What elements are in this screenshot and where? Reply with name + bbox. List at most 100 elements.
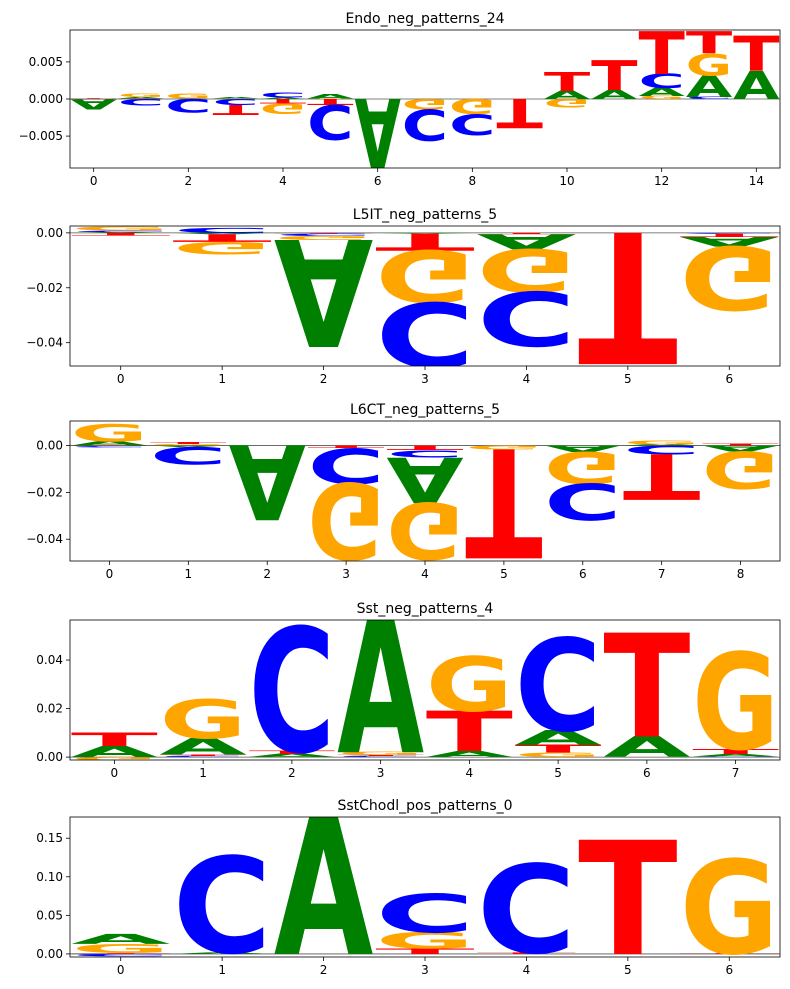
logo-letter-C: C (248, 593, 335, 792)
logo-letter-A: A (71, 931, 171, 947)
logo-letter-G: G (274, 234, 373, 241)
logo-letter-A: A (733, 63, 779, 108)
logo-letter-T: T (426, 701, 513, 765)
logo-letter-T: T (733, 26, 779, 82)
x-tick-label: 10 (559, 174, 574, 188)
logo-letter-C: C (386, 448, 463, 459)
logo-letter-C: C (623, 443, 700, 457)
logo-letter-A: A (165, 98, 212, 99)
logo-letter-T: T (150, 442, 228, 445)
logo-letter-A: A (172, 952, 271, 954)
y-tick-label: −0.02 (26, 281, 63, 295)
y-tick-label: 0.00 (36, 439, 63, 453)
x-tick-label: 6 (725, 963, 733, 977)
logo-letter-G: G (375, 928, 474, 954)
x-tick-label: 3 (421, 963, 429, 977)
y-tick-label: 0.02 (36, 702, 63, 716)
y-tick-label: −0.005 (19, 129, 63, 143)
logo-letter-T: T (172, 232, 271, 244)
y-tick-label: −0.04 (26, 336, 63, 350)
y-tick-label: 0.00 (36, 750, 63, 764)
x-tick-label: 2 (263, 567, 271, 581)
x-tick-label: 5 (500, 567, 508, 581)
y-tick-label: 0.000 (29, 92, 63, 106)
logo-letter-G: G (71, 419, 148, 447)
logo-letter-C: C (477, 274, 576, 361)
logo-letter-C: C (260, 91, 306, 99)
logo-letter-C: C (71, 446, 148, 448)
logo-letter-A: A (692, 753, 780, 757)
x-tick-label: 0 (117, 372, 125, 386)
logo-letter-A: A (375, 233, 474, 234)
x-tick-label: 7 (658, 567, 666, 581)
x-tick-label: 0 (117, 963, 125, 977)
logo-letter-C: C (71, 953, 170, 957)
logo-letter-G: G (118, 93, 164, 98)
logo-letter-A: A (260, 97, 307, 99)
logo-letter-T: T (465, 414, 542, 587)
logo-letter-T: T (337, 755, 425, 757)
x-tick-label: 4 (279, 174, 287, 188)
logo-letter-G: G (172, 238, 271, 258)
x-tick-label: 4 (523, 963, 531, 977)
logo-letter-A: A (172, 232, 271, 234)
logo-letter-T: T (477, 232, 576, 234)
x-tick-label: 2 (320, 963, 328, 977)
logo-letter-T: T (544, 68, 590, 98)
logo-letter-T: T (603, 605, 690, 770)
logo-letter-A: A (591, 88, 638, 102)
logo-letter-A: A (354, 76, 400, 187)
logo-letter-C: C (307, 93, 353, 148)
y-tick-label: 0.00 (36, 947, 63, 961)
x-tick-label: 6 (725, 372, 733, 386)
y-tick-label: 0.00 (36, 226, 63, 240)
logo-letter-A: A (623, 444, 701, 446)
logo-letter-G: G (307, 98, 353, 99)
logo-letter-A: A (160, 734, 247, 760)
x-tick-label: 3 (377, 766, 385, 780)
logo-letter-A: A (686, 70, 733, 104)
logo-letter-G: G (477, 235, 576, 303)
logo-letter-T: T (591, 53, 637, 100)
logo-letter-C: C (692, 756, 779, 757)
chart-title: L5IT_neg_patterns_5 (353, 207, 497, 223)
logo-letter-T: T (160, 754, 248, 756)
logo-letter-G: G (260, 100, 306, 117)
logo-letter-A: A (71, 440, 149, 447)
logo-letter-G: G (515, 751, 602, 758)
logo-letter-T: T (71, 232, 170, 236)
logo-letter-A: A (515, 726, 603, 750)
logo-letter-A: A (307, 93, 353, 100)
logo-letter-C: C (160, 756, 247, 758)
chart-title: Sst_neg_patterns_4 (357, 601, 494, 617)
logo-letter-T: T (71, 729, 158, 751)
logo-letter-G: G (337, 751, 424, 756)
logo-letter-T: T (212, 102, 259, 117)
logo-letter-T: T (375, 947, 474, 956)
chart-title: SstChodl_pos_patterns_0 (337, 798, 512, 814)
logo-letter-T: T (307, 97, 353, 106)
x-tick-label: 8 (469, 174, 477, 188)
y-tick-label: 0.10 (36, 870, 63, 884)
logo-letter-T: T (248, 751, 336, 756)
logo-letter-T: T (702, 443, 780, 446)
logo-letter-T: T (680, 953, 779, 954)
logo-letter-T: T (496, 89, 542, 135)
logo-letter-C: C (402, 99, 448, 149)
logo-letter-A: A (274, 205, 374, 376)
x-tick-label: 3 (342, 567, 350, 581)
logo-letter-A: A (477, 229, 576, 253)
logo-letter-G: G (150, 444, 227, 446)
logo-letter-C: C (274, 233, 373, 237)
logo-letter-T: T (386, 444, 464, 452)
logo-letter-G: G (544, 96, 590, 109)
logo-letter-G: G (465, 444, 542, 450)
logo-letter-T: T (71, 953, 170, 954)
logo-letter-A: A (71, 743, 158, 760)
logo-letter-C: C (477, 841, 576, 982)
logo-letter-G: G (544, 441, 621, 491)
